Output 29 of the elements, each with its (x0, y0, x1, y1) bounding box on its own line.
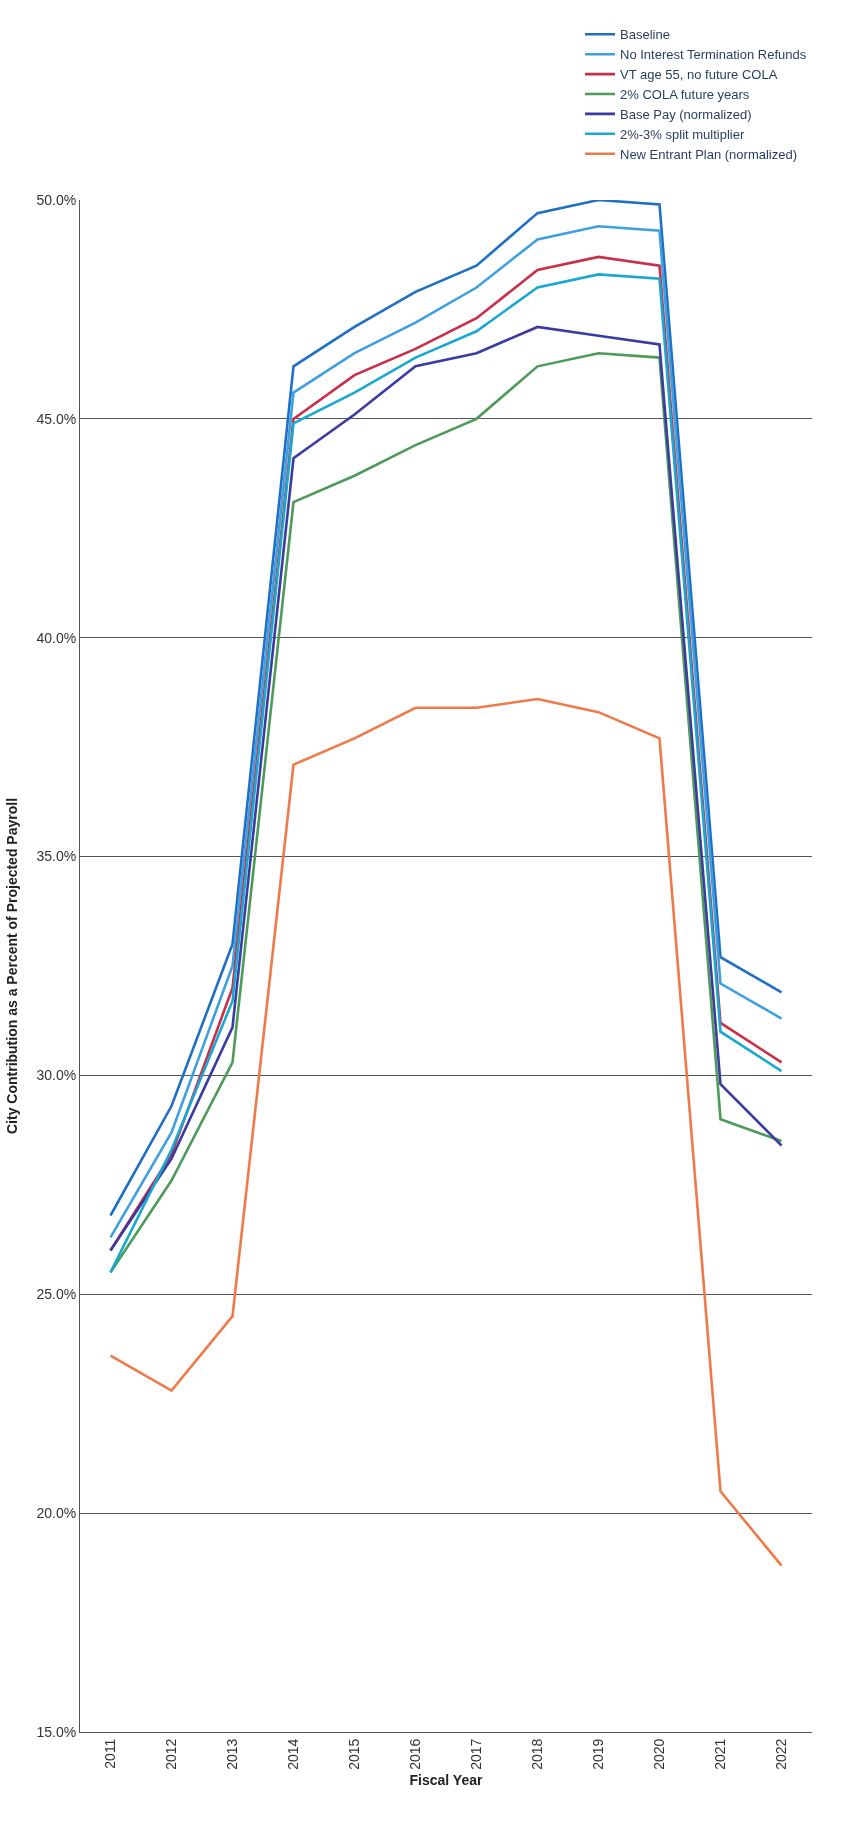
x-tick-label: 2019 (590, 1738, 607, 1770)
legend-label: 2% COLA future years (620, 87, 750, 103)
x-tick-label: 2014 (285, 1738, 302, 1770)
x-tick-label: 2022 (773, 1738, 790, 1770)
legend-label: New Entrant Plan (normalized) (620, 146, 798, 162)
x-tick-label: 2018 (529, 1738, 546, 1770)
y-tick-label: 35.0% (36, 848, 77, 865)
x-tick-label: 2020 (651, 1738, 668, 1770)
y-tick-label: 15.0% (36, 1723, 77, 1740)
y-tick-label: 25.0% (36, 1286, 77, 1303)
legend-label: Base Pay (normalized) (620, 106, 752, 122)
y-axis-title: City Contribution as a Percent of Projected Payroll (4, 797, 21, 1135)
y-tick-label: 20.0% (36, 1505, 77, 1522)
y-tick-label: 45.0% (36, 410, 77, 427)
x-tick-label: 2011 (102, 1738, 119, 1769)
x-tick-label: 2013 (224, 1738, 241, 1770)
legend-label: No Interest Termination Refunds (620, 47, 807, 63)
y-tick-label: 30.0% (36, 1067, 77, 1084)
x-tick-label: 2021 (712, 1738, 729, 1770)
y-tick-label: 40.0% (36, 629, 77, 646)
legend-label: 2%-3% split multiplier (620, 126, 745, 142)
x-tick-label: 2017 (468, 1738, 485, 1770)
y-tick-label: 50.0% (36, 191, 77, 208)
x-tick-label: 2012 (163, 1738, 180, 1770)
legend-label: Baseline (620, 27, 670, 43)
legend-label: VT age 55, no future COLA (620, 67, 778, 83)
x-tick-label: 2016 (407, 1738, 424, 1770)
x-axis-title: Fiscal Year (409, 1772, 483, 1789)
x-tick-label: 2015 (346, 1738, 363, 1770)
